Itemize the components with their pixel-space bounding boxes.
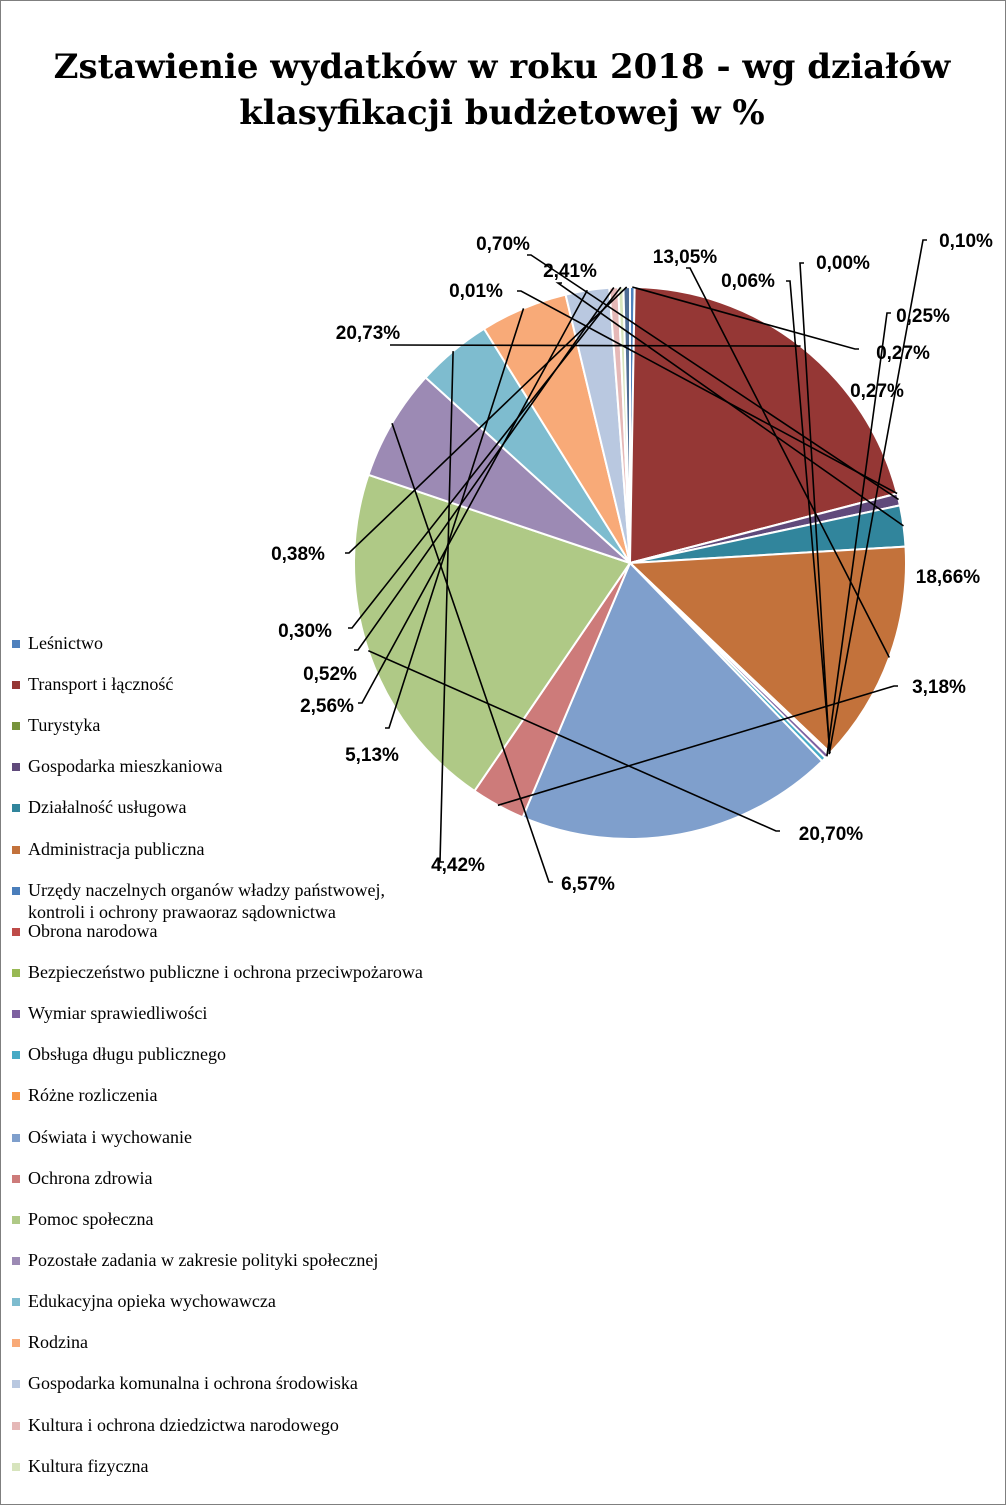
legend-label-1: Transport i łączność bbox=[28, 674, 174, 694]
leader-line-7 bbox=[799, 262, 831, 754]
legend-label-14: Pomoc społeczna bbox=[28, 1209, 154, 1229]
legend-label-19: Kultura i ochrona dziedzictwa narodowego bbox=[28, 1415, 339, 1435]
leader-line-8 bbox=[828, 239, 927, 755]
legend-label-16: Edukacyjna opieka wychowawcza bbox=[28, 1291, 276, 1311]
data-label-21: 0,38% bbox=[271, 544, 325, 565]
legend-label-13: Ochrona zdrowia bbox=[28, 1168, 153, 1188]
leader-line-21 bbox=[345, 286, 628, 554]
legend-swatch-12 bbox=[12, 1134, 20, 1142]
data-label-18: 2,56% bbox=[300, 696, 354, 717]
legend-swatch-11 bbox=[12, 1092, 20, 1100]
legend-swatch-3 bbox=[12, 763, 20, 771]
legend-swatch-1 bbox=[12, 681, 20, 689]
chart-title-line-1: Zstawienie wydatków w roku 2018 - wg dzi… bbox=[53, 47, 951, 87]
data-label-0: 0,27% bbox=[876, 343, 930, 364]
leader-line-18 bbox=[358, 289, 589, 704]
legend-label-5: Administracja publiczna bbox=[28, 839, 205, 859]
leader-line-17 bbox=[385, 308, 525, 729]
data-label-19: 0,52% bbox=[303, 664, 357, 685]
leader-lines bbox=[345, 239, 927, 883]
leader-line-20 bbox=[348, 286, 622, 629]
legend-swatch-15 bbox=[12, 1257, 20, 1265]
legend-swatch-9 bbox=[12, 1010, 20, 1018]
chart-title: Zstawienie wydatków w roku 2018 - wg dzi… bbox=[0, 44, 1004, 136]
data-labels: 0,27% 20,73% 0,01% 0,70% 2,41% 13,05%0,06% 0,0… bbox=[271, 231, 993, 895]
legend-label-9: Wymiar sprawiedliwości bbox=[28, 1003, 208, 1023]
legend-label-15: Pozostałe zadania w zakresie polityki sp… bbox=[28, 1250, 379, 1270]
data-label-12: 18,66% bbox=[916, 567, 981, 588]
data-label-5: 13,05% bbox=[653, 247, 718, 268]
legend-swatch-10 bbox=[12, 1051, 20, 1059]
legend-label-17: Rodzina bbox=[28, 1332, 88, 1352]
leader-line-1 bbox=[390, 344, 801, 347]
data-label-2: 0,01% bbox=[449, 281, 503, 302]
legend-swatch-2 bbox=[12, 722, 20, 730]
data-label-16: 4,42% bbox=[431, 855, 485, 876]
legend-swatch-20 bbox=[12, 1463, 20, 1471]
data-label-9: 0,25% bbox=[896, 306, 950, 327]
leader-line-0 bbox=[632, 286, 859, 350]
data-label-10: 0,27% bbox=[850, 381, 904, 402]
legend-swatch-8 bbox=[12, 969, 20, 977]
leader-line-19 bbox=[354, 287, 615, 651]
legend-label-7: Obrona narodowa bbox=[28, 921, 158, 941]
legend-swatch-6 bbox=[12, 887, 20, 895]
legend-label-10: Obsługa długu publicznego bbox=[28, 1044, 226, 1064]
data-label-17: 5,13% bbox=[345, 745, 399, 766]
data-label-3: 0,70% bbox=[476, 234, 530, 255]
pie-slices bbox=[353, 285, 907, 840]
data-label-6: 0,06% bbox=[721, 271, 775, 292]
leader-line-6 bbox=[786, 280, 831, 754]
leader-line-4 bbox=[555, 282, 904, 527]
data-label-8: 0,10% bbox=[939, 231, 993, 252]
legend-label-2: Turystyka bbox=[28, 715, 101, 735]
legend-swatch-0 bbox=[12, 640, 20, 648]
data-label-4: 2,41% bbox=[543, 261, 597, 282]
legend-label-18: Gospodarka komunalna i ochrona środowisk… bbox=[28, 1373, 358, 1393]
leader-line-3 bbox=[527, 254, 900, 501]
data-label-7: 0,00% bbox=[816, 253, 870, 274]
pie-slice-12 bbox=[521, 561, 824, 840]
legend-label-12: Oświata i wychowanie bbox=[28, 1127, 192, 1147]
legend-label-4: Działalność usługowa bbox=[28, 797, 187, 817]
legend-label-11: Różne rozliczenia bbox=[28, 1085, 158, 1105]
legend-label-6: Urzędy naczelnych organów władzy państwo… bbox=[28, 880, 386, 922]
legend-swatch-5 bbox=[12, 846, 20, 854]
leader-line-5 bbox=[686, 267, 891, 658]
legend-swatch-16 bbox=[12, 1298, 20, 1306]
leader-line-9 bbox=[826, 312, 891, 757]
legend-swatch-14 bbox=[12, 1216, 20, 1224]
leader-line-14 bbox=[367, 649, 780, 832]
chart-title-line-2: klasyfikacji budżetowej w % bbox=[239, 93, 765, 133]
legend-label-0: Leśnictwo bbox=[28, 633, 103, 653]
legend-label-3: Gospodarka mieszkaniowa bbox=[28, 756, 223, 776]
legend-swatch-7 bbox=[12, 928, 20, 936]
legend-swatch-18 bbox=[12, 1380, 20, 1388]
data-label-15: 6,57% bbox=[561, 874, 615, 895]
legend-swatch-4 bbox=[12, 804, 20, 812]
data-label-14: 20,70% bbox=[799, 824, 864, 845]
legend-label-20: Kultura fizyczna bbox=[28, 1456, 149, 1476]
legend-swatch-19 bbox=[12, 1422, 20, 1430]
data-label-1: 20,73% bbox=[336, 323, 401, 344]
leader-line-15 bbox=[391, 423, 553, 883]
legend-swatch-13 bbox=[12, 1175, 20, 1183]
legend-swatch-17 bbox=[12, 1339, 20, 1347]
data-label-13: 3,18% bbox=[912, 677, 966, 698]
legend-label-8: Bezpieczeństwo publiczne i ochrona przec… bbox=[28, 962, 423, 982]
data-label-20: 0,30% bbox=[278, 621, 332, 642]
